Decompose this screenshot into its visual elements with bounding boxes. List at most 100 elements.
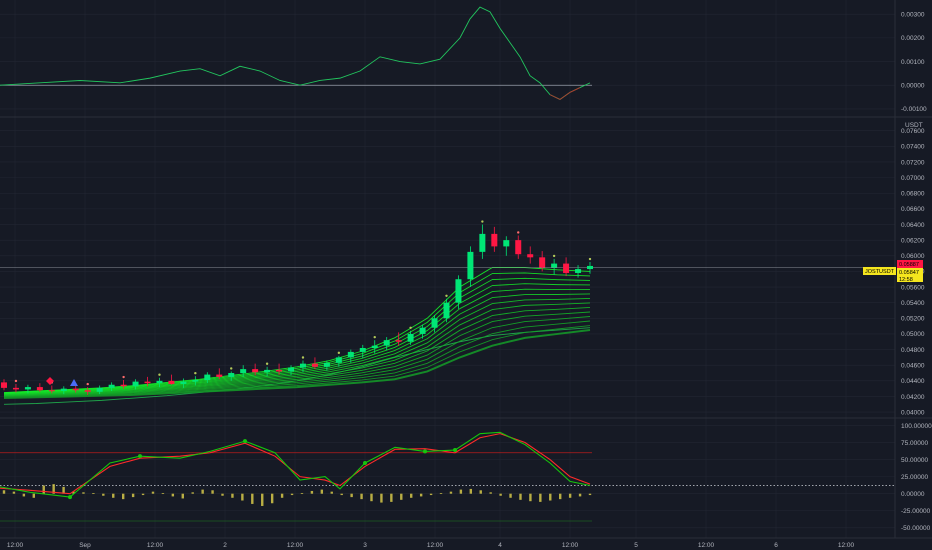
osc-tick-label-2: 0.00100 [901,59,925,66]
osc-tick-label-4: -0.00100 [901,106,927,113]
price-tick-label-1: 0.07400 [901,144,925,151]
stoch-hist-bar-9 [92,493,95,494]
stoch-tick-label-4: 0.00000 [901,491,925,498]
signal-dot-34 [409,326,412,330]
candle-body-27 [323,362,330,367]
stoch-tick-label-5: -25.00000 [901,508,931,515]
stoch-hist-bar-2 [22,493,26,497]
signal-dot-31 [373,335,376,339]
stoch-hist-bar-30 [300,493,304,494]
time-axis[interactable]: 12:00 Sep 12:00 2 12:00 3 12:00 4 12:00 5 12:00 6 12… [0,537,932,549]
candle-body-15 [180,381,187,384]
stoch-hist-bar-34 [340,493,343,496]
oscillator-panel[interactable] [0,6,592,100]
price-scale[interactable]: 0.00300 0.00200 0.00100 0.00000 -0.00100 0.07… [901,12,932,533]
price-tick-label-14: 0.04800 [901,347,925,354]
candle-body-4 [48,390,55,392]
candle-body-20 [240,369,247,374]
stoch-hist-bar-39 [390,493,393,502]
stoch-hist-bar-7 [72,491,75,494]
candle-body-8 [96,387,103,392]
candle-body-38 [455,279,462,303]
stoch-hist-bar-0 [2,490,6,494]
candle-body-30 [359,348,366,352]
stoch-tick-label-1: 75.00000 [901,440,928,447]
stoch-hist-bar-11 [112,493,115,498]
candle-body-40 [479,233,486,252]
candle-body-28 [335,357,342,363]
stoch-hist-bar-35 [350,493,353,498]
stoch-hist-bar-27 [270,493,274,504]
candle-body-5 [60,388,67,391]
stoch-hist-bar-3 [32,493,35,498]
price-tick-label-11: 0.05400 [901,300,925,307]
stoch-hist-bar-10 [102,493,105,496]
stoch-hist-bar-28 [280,493,284,498]
stoch-cross-dot-0 [68,495,72,500]
signal-dot-7 [86,382,89,386]
stoch-hist-bar-13 [131,493,135,498]
stoch-hist-bar-6 [62,486,65,494]
osc-line [0,6,591,100]
stoch-hist-bar-47 [469,488,473,494]
candle-body-1 [12,387,19,390]
stoch-hist-bar-43 [429,493,433,496]
stoch-hist-bar-29 [290,493,294,496]
stoch-hist-bar-54 [539,493,542,502]
candle-body-19 [228,373,235,377]
candle-body-45 [539,257,546,268]
stochastic-panel[interactable] [0,431,895,522]
time-tick-label-9: 5 [634,542,638,549]
stoch-hist-bar-14 [141,493,145,496]
stoch-hist-bar-53 [529,493,532,502]
time-tick-label-0: 12:00 [7,542,24,549]
stoch-hist-bar-59 [588,493,592,496]
time-tick-label-11: 6 [774,542,778,549]
candle-body-2 [24,387,31,390]
symbol-tag: JOSTUSDT [863,267,896,275]
stoch-hist-bar-19 [191,492,194,494]
candle-body-26 [311,363,318,367]
candle-body-47 [563,263,570,273]
stoch-hist-bar-42 [419,493,423,497]
stoch-hist-bar-37 [370,493,373,502]
signal-dot-13 [158,373,161,376]
candle-body-31 [371,345,378,349]
signal-dot-25 [301,356,305,359]
time-tick-label-1: Sep [79,542,91,549]
stoch-hist-bar-24 [241,493,244,501]
time-tick-label-10: 12:00 [698,542,715,549]
candle-body-36 [431,318,438,328]
price-tick-label-8: 0.06000 [901,253,925,260]
stoch-hist-bar-25 [251,493,254,504]
price-tag: 0.05887 0.05847 12:58 [897,260,923,283]
stoch-hist-bar-56 [559,493,562,500]
stoch-hist-bar-21 [211,490,214,494]
price-tag-text: 0.05847 [899,270,919,276]
stoch-hist-bar-44 [439,493,443,494]
grid [0,0,895,538]
ribbon-line-8 [3,307,591,397]
candle-body-17 [204,374,211,381]
stoch-tick-label-2: 50.00000 [901,457,928,464]
stoch-hist-bar-45 [449,491,453,494]
candle-body-21 [252,369,259,373]
price-tick-label-13: 0.05000 [901,331,925,338]
stoch-tick-label-3: 25.00000 [901,474,928,481]
price-panel[interactable] [0,220,895,405]
price-tick-label-0: 0.07600 [901,128,925,135]
candle-body-11 [132,381,139,387]
osc-tick-label-1: 0.00200 [901,35,925,42]
candle-body-10 [120,384,127,387]
candle-body-9 [108,384,115,388]
candle-body-29 [347,351,354,358]
stoch-hist-bar-5 [52,484,55,494]
stoch-hist-bar-16 [161,493,165,494]
candle-body-35 [419,327,426,334]
stoch-hist-bar-55 [549,493,552,501]
countdown-text: 12:58 [899,277,913,283]
stoch-cross-dot-4 [423,449,427,454]
price-tick-label-17: 0.04200 [901,394,925,401]
stoch-hist-bar-41 [410,493,413,498]
